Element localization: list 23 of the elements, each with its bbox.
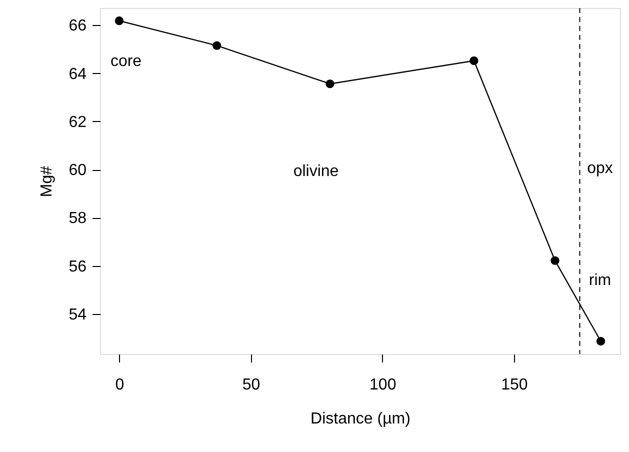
y-tick-label: 56 bbox=[68, 258, 87, 276]
y-tick-label: 60 bbox=[68, 162, 87, 180]
x-tick-label: 150 bbox=[501, 376, 528, 394]
y-tick-label: 64 bbox=[68, 66, 87, 83]
point bbox=[550, 256, 560, 265]
x-axis-title: Distance (µm) bbox=[310, 410, 410, 428]
annotation: olivine bbox=[293, 163, 339, 180]
y-tick-label: 62 bbox=[68, 114, 87, 131]
x-tick-label: 100 bbox=[370, 376, 396, 394]
y-tick-label: 58 bbox=[68, 210, 87, 228]
point bbox=[326, 80, 334, 88]
point bbox=[114, 16, 124, 26]
x-tick-label: 50 bbox=[242, 376, 260, 394]
point bbox=[212, 41, 222, 50]
point bbox=[470, 56, 478, 66]
annotation: rim bbox=[588, 272, 612, 289]
y-tick-label: 66 bbox=[68, 18, 87, 35]
annotation: core bbox=[110, 53, 142, 70]
annotation: opx bbox=[587, 160, 613, 177]
y-tick-label: 54 bbox=[68, 306, 87, 324]
y-axis-title: Mg# bbox=[38, 166, 56, 198]
x-tick-label: 0 bbox=[115, 376, 124, 394]
point bbox=[596, 336, 606, 346]
